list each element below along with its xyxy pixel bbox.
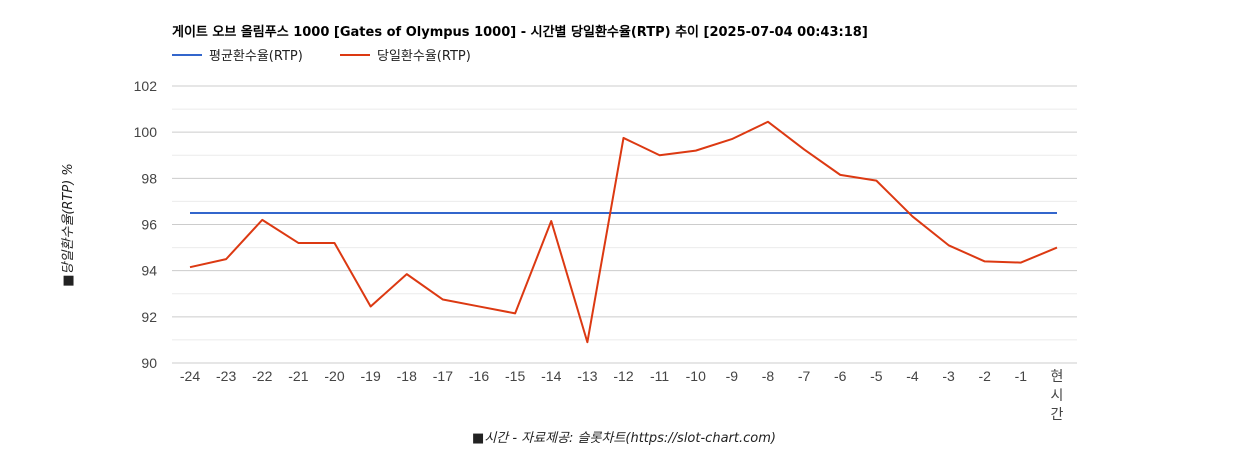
y-tick-label: 102	[134, 78, 158, 94]
x-tick-label: -21	[288, 368, 308, 384]
series-daily-rtp-line	[189, 120, 1058, 344]
x-tick-label: -10	[686, 368, 706, 384]
x-tick-label: -9	[726, 368, 739, 384]
x-tick-label: -1	[1015, 368, 1028, 384]
x-tick-label: -8	[762, 368, 775, 384]
legend-label-daily[interactable]: 당일환수율(RTP)	[377, 49, 471, 64]
y-axis-ticks: 90 92 94 96 98 100 102	[134, 78, 158, 371]
chart-title: 게이트 오브 올림푸스 1000 [Gates of Olympus 1000]…	[172, 24, 868, 40]
x-tick-label: -3	[942, 368, 955, 384]
y-tick-label: 92	[141, 309, 157, 325]
x-tick-label: -19	[361, 368, 381, 384]
x-tick-label: -14	[541, 368, 561, 384]
y-tick-label: 94	[141, 263, 157, 279]
x-tick-label: -17	[433, 368, 453, 384]
y-axis-title: ■당일환수율(RTP) %	[61, 163, 76, 287]
series-lines	[189, 120, 1058, 344]
y-tick-label: 96	[141, 217, 157, 233]
x-axis-title: ■시간 - 자료제공: 슬롯차트(https://slot-chart.com)	[472, 431, 776, 446]
y-tick-label: 100	[134, 124, 158, 140]
x-tick-label: -24	[180, 368, 200, 384]
legend: 평균환수율(RTP) 당일환수율(RTP)	[172, 49, 471, 64]
x-tick-label: -16	[469, 368, 489, 384]
x-tick-label: -11	[650, 368, 669, 384]
y-tick-label: 98	[141, 170, 157, 186]
x-tick-label: -4	[906, 368, 919, 384]
x-tick-label: -12	[613, 368, 633, 384]
x-tick-label: -5	[870, 368, 883, 384]
x-tick-label: -2	[979, 368, 992, 384]
x-tick-label: -13	[577, 368, 597, 384]
legend-label-average[interactable]: 평균환수율(RTP)	[209, 49, 303, 64]
y-tick-label: 90	[141, 355, 157, 371]
x-tick-label: -7	[798, 368, 811, 384]
gridlines	[172, 85, 1077, 364]
x-tick-label: -15	[505, 368, 525, 384]
x-tick-label: -18	[397, 368, 417, 384]
x-tick-label: -22	[252, 368, 272, 384]
x-tick-label: -6	[834, 368, 847, 384]
x-tick-label: -20	[324, 368, 344, 384]
x-tick-label: -23	[216, 368, 236, 384]
x-axis-ticks: -24 -23 -22 -21 -20 -19 -18 -17 -16 -15 -14 -13 -12 -…	[180, 368, 1064, 422]
